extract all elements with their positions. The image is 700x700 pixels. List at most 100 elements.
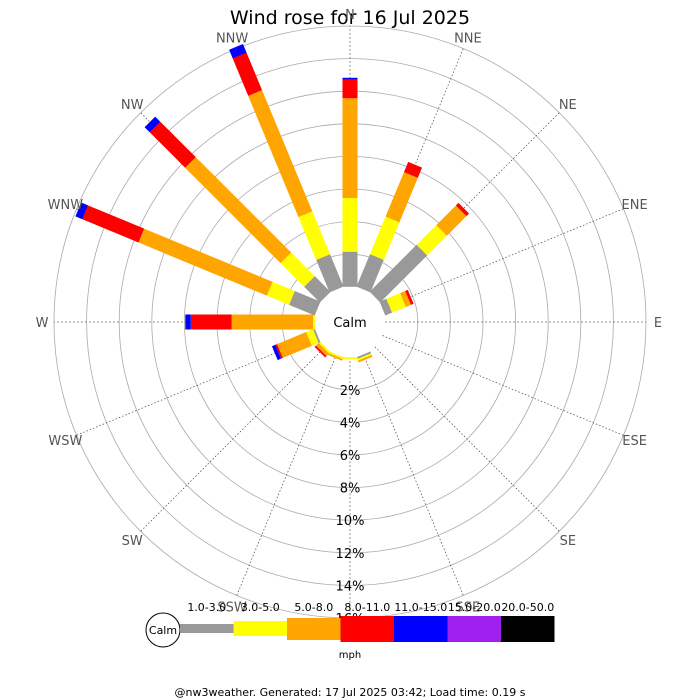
- legend-swatch-0: [180, 624, 234, 633]
- spoke-sse: [363, 354, 464, 596]
- calm-center: Calm: [324, 296, 376, 348]
- bar-ne-2: [436, 205, 467, 236]
- spoke-ene: [382, 208, 624, 309]
- bar-nnw-0: [316, 254, 344, 293]
- spoke-se: [374, 346, 560, 532]
- bar-s-1: [342, 357, 358, 359]
- ring-label-6: 12%: [336, 547, 365, 562]
- legend-label-2: 5.0-8.0: [294, 601, 333, 614]
- bar-wnw-1: [266, 281, 295, 305]
- ring-label-7: 14%: [336, 579, 365, 594]
- bar-nw-2: [185, 157, 292, 264]
- dir-label-ese: ESE: [622, 434, 647, 449]
- bar-sse-0: [356, 351, 372, 360]
- bar-w-3: [190, 314, 232, 330]
- bar-nnw-3: [232, 52, 263, 96]
- bar-ene-3: [405, 289, 414, 305]
- legend-swatch-3: [340, 616, 394, 642]
- bar-ene-2: [400, 291, 411, 307]
- dir-label-nw: NW: [121, 98, 144, 113]
- bar-w-2: [231, 314, 313, 330]
- ring-label-2: 4%: [340, 416, 361, 431]
- legend-label-5: 15.0-20.0: [448, 601, 501, 614]
- bar-wnw-3: [82, 205, 145, 243]
- bar-nw-3: [149, 121, 196, 168]
- legend-swatch-6: [501, 616, 555, 642]
- bar-nw-1: [280, 252, 315, 287]
- dir-label-n: N: [345, 8, 355, 23]
- spoke-ssw: [236, 354, 337, 596]
- calm-circle: [324, 296, 376, 348]
- wind-bars: [75, 43, 470, 363]
- dir-label-sse: SSE: [456, 601, 481, 616]
- bar-wnw-4: [75, 202, 88, 220]
- speed-legend: Calm 1.0-3.0 3.0-5.0 5.0-8.0 8.0-11.0 11.0-15…: [145, 601, 555, 648]
- legend-swatch-1: [233, 621, 287, 636]
- bar-nne-2: [385, 172, 418, 223]
- bar-nne-0: [356, 254, 384, 293]
- bar-ne-0: [369, 244, 428, 303]
- dir-label-nne: NNE: [454, 31, 482, 46]
- ring-label-3: 6%: [340, 449, 361, 464]
- ring-label-4: 8%: [340, 482, 361, 497]
- bar-w-4: [185, 314, 191, 330]
- bar-n-1: [342, 198, 358, 252]
- bar-nnw-4: [229, 43, 247, 59]
- bar-wnw-2: [138, 228, 273, 296]
- bar-sw-1: [318, 341, 331, 354]
- legend-label-4: 11.0-15.0: [394, 601, 447, 614]
- bar-ssw-1: [328, 351, 344, 360]
- legend-label-6: 20.0-50.0: [501, 601, 554, 614]
- bar-sse-2: [357, 354, 373, 363]
- legend-label-3: 8.0-11.0: [344, 601, 390, 614]
- bar-n-2: [342, 98, 358, 199]
- bar-ne-1: [416, 225, 447, 256]
- legend-swatch-2: [287, 618, 341, 640]
- bar-nw-4: [144, 116, 161, 133]
- dir-label-nnw: NNW: [216, 31, 248, 46]
- dir-label-e: E: [654, 316, 662, 331]
- dir-label-ene: ENE: [622, 198, 648, 213]
- ring-label-1: 2%: [340, 384, 361, 399]
- spoke-ese: [382, 335, 624, 436]
- bar-wsw-1: [306, 329, 319, 346]
- bar-wsw-4: [271, 344, 282, 361]
- spoke-sw: [140, 346, 326, 532]
- dir-label-se: SE: [560, 534, 576, 549]
- ring-label-5: 10%: [336, 514, 365, 529]
- bar-sw-2: [315, 342, 330, 357]
- dir-label-ssw: SSW: [217, 601, 247, 616]
- legend-calm-label: Calm: [149, 624, 177, 637]
- bar-n-3: [342, 79, 358, 99]
- bar-ssw-2: [328, 353, 343, 361]
- dir-label-ne: NE: [559, 98, 577, 113]
- dir-label-wnw: WNW: [48, 198, 84, 213]
- direction-labels: NNNENEENEEESESESSESSSWSWWSWWWNWNWNNW: [36, 8, 663, 639]
- footer-text: @nw3weather. Generated: 17 Jul 2025 03:4…: [175, 686, 526, 699]
- dir-label-w: W: [36, 316, 49, 331]
- bar-ene-0: [379, 298, 393, 316]
- dir-label-wsw: WSW: [48, 434, 82, 449]
- bar-sw-3: [314, 345, 327, 358]
- bar-wsw-0: [312, 328, 321, 344]
- units-label: mph: [339, 650, 361, 661]
- bar-ene-1: [386, 293, 406, 313]
- calm-label: Calm: [333, 316, 366, 331]
- bar-ne-3: [455, 202, 470, 217]
- legend-swatch-4: [394, 616, 448, 642]
- bar-nnw-2: [248, 90, 313, 218]
- bar-n-4: [342, 77, 358, 80]
- bar-wsw-2: [277, 332, 312, 358]
- bar-wsw-3: [275, 344, 283, 359]
- bar-w-1: [313, 314, 315, 330]
- bar-nw-0: [304, 276, 331, 303]
- bar-wnw-0: [289, 291, 321, 316]
- bar-sse-1: [357, 353, 372, 361]
- bar-nne-3: [403, 161, 423, 178]
- legend-swatch-5: [447, 616, 501, 642]
- legend-label-1: 3.0-5.0: [241, 601, 280, 614]
- chart-title: Wind rose for 16 Jul 2025: [230, 7, 470, 29]
- bar-nne-1: [369, 216, 400, 260]
- bar-nnw-1: [298, 211, 331, 261]
